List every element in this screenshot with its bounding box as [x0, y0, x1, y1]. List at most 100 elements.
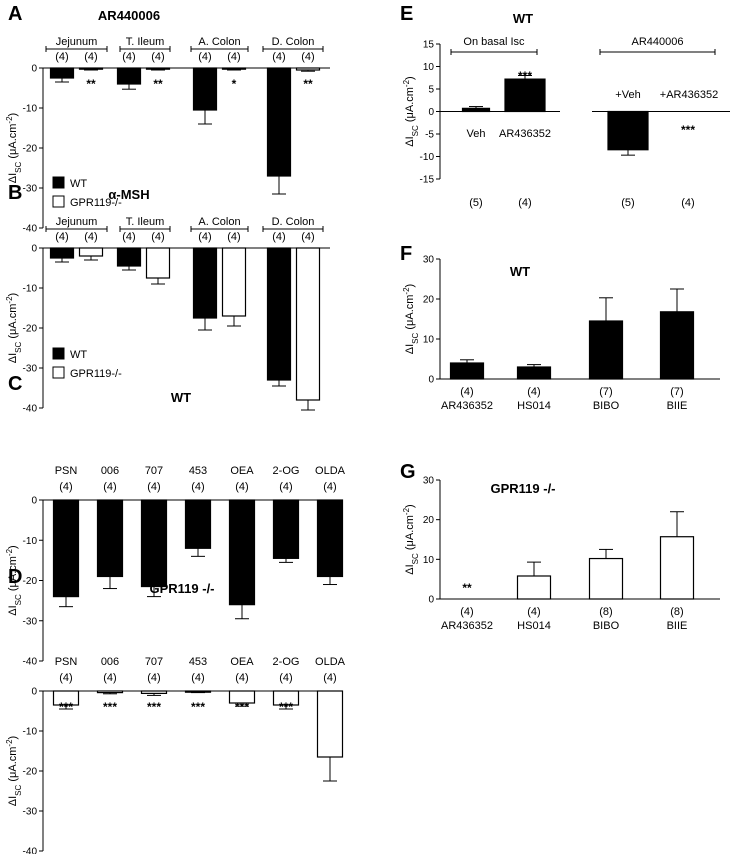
y-tick-label: 0: [428, 595, 434, 606]
n-label: (4): [227, 231, 240, 243]
panel-letter: G: [400, 461, 416, 483]
category-label: BIBO: [593, 620, 620, 632]
bar: [96, 690, 124, 694]
bar: [116, 67, 142, 85]
y-axis-label-part: ): [7, 113, 19, 117]
bar: [184, 499, 212, 549]
y-axis-label: ΔISC (μA.cm-2): [402, 284, 420, 354]
y-tick-label: 10: [423, 555, 435, 566]
y-axis-label-part: SC: [14, 594, 23, 605]
category-label: OEA: [230, 656, 254, 668]
y-tick-label: -10: [23, 104, 38, 115]
y-axis-label: ΔISC (μA.cm-2): [402, 504, 420, 574]
y-axis-label-part: -2: [402, 287, 411, 295]
significance-marker: ***: [235, 700, 249, 714]
panel-F: F WT 0 10 20 30 ΔISC (μA.cm-2) (4) AR436352 (4) HS…: [400, 243, 720, 412]
group-label: A. Colon: [198, 36, 240, 48]
category-label: 453: [189, 465, 207, 477]
bar: [96, 499, 124, 578]
panel-letter: D: [8, 566, 22, 588]
n-label: (4): [227, 51, 240, 63]
category-label: PSN: [55, 465, 78, 477]
y-tick-label: 30: [423, 476, 435, 487]
bar: [221, 67, 247, 70]
bar: [49, 67, 75, 79]
n-label: (4): [279, 672, 292, 684]
y-tick-label: 20: [423, 515, 435, 526]
bar: [221, 247, 247, 317]
y-axis-label-part: -2: [5, 548, 14, 556]
y-axis-label-part: ): [404, 504, 416, 508]
panel-letter: F: [400, 243, 412, 265]
n-label: (4): [323, 672, 336, 684]
category-label: 707: [145, 656, 163, 668]
y-tick-label: -40: [23, 847, 38, 854]
n-label: (4): [59, 672, 72, 684]
y-axis-label-part: ΔI: [7, 796, 19, 806]
n-label: (4): [55, 51, 68, 63]
y-axis-label-part: -2: [5, 116, 14, 124]
y-axis-label-part: (μA.cm: [404, 295, 416, 333]
significance-marker: *: [232, 77, 237, 91]
y-axis-label: ΔISC (μA.cm-2): [5, 113, 23, 183]
n-label: (4): [198, 51, 211, 63]
category-label: OEA: [230, 465, 254, 477]
group-label: A. Colon: [198, 216, 240, 228]
bar: [266, 67, 292, 177]
y-tick-label: -40: [23, 404, 38, 415]
significance-marker: **: [462, 581, 472, 595]
bar: [266, 247, 292, 381]
category-label: AR436352: [441, 400, 493, 412]
y-tick-label: 0: [31, 64, 37, 75]
n-label: (4): [122, 51, 135, 63]
bar: [140, 499, 168, 588]
n-label: (4): [460, 606, 473, 618]
bracket-label: On basal Isc: [463, 36, 525, 48]
category-label: OLDA: [315, 465, 346, 477]
bar: [295, 247, 321, 401]
group-label: T. Ileum: [126, 216, 165, 228]
significance-marker: ***: [59, 700, 73, 714]
y-axis-label-part: (μA.cm: [7, 747, 19, 785]
n-label: (8): [599, 606, 612, 618]
bar: [145, 67, 171, 70]
group-label: T. Ileum: [126, 36, 165, 48]
y-axis-label-part: ΔI: [7, 173, 19, 183]
y-axis-label-part: ΔI: [404, 136, 416, 146]
bar: [316, 690, 344, 758]
n-label: (4): [198, 231, 211, 243]
y-axis-label-part: (μA.cm: [404, 87, 416, 125]
y-axis-label-part: -2: [5, 296, 14, 304]
bar: [659, 536, 695, 600]
significance-marker: ***: [681, 123, 695, 137]
significance-marker: ***: [191, 700, 205, 714]
n-label: (4): [151, 51, 164, 63]
panel-letter: C: [8, 373, 22, 395]
y-tick-label: -20: [23, 576, 38, 587]
n-label: (4): [301, 231, 314, 243]
bar: [588, 557, 624, 600]
n-label: (4): [235, 481, 248, 493]
y-tick-label: -10: [23, 536, 38, 547]
significance-marker: ***: [279, 700, 293, 714]
n-label: (4): [122, 231, 135, 243]
category-label: 707: [145, 465, 163, 477]
significance-marker: ***: [518, 69, 532, 83]
y-tick-label: -10: [23, 284, 38, 295]
y-tick-label: 10: [423, 335, 435, 346]
panel-E: E WT 15 10 5 0 -5 -10 -15 ΔISC (μA.cm-2) On basal …: [400, 3, 730, 209]
y-tick-label: 15: [423, 40, 435, 51]
n-label: (4): [272, 231, 285, 243]
bar: [588, 320, 624, 380]
category-label: HS014: [517, 620, 551, 632]
bar: [192, 67, 218, 111]
panel-title: GPR119 -/-: [490, 481, 555, 496]
y-axis-label-part: SC: [411, 332, 420, 343]
y-tick-label: 10: [423, 62, 435, 73]
y-tick-label: 0: [428, 107, 434, 118]
y-tick-label: -40: [23, 224, 38, 235]
significance-marker: **: [303, 77, 313, 91]
category-label: +AR436352: [660, 89, 718, 101]
